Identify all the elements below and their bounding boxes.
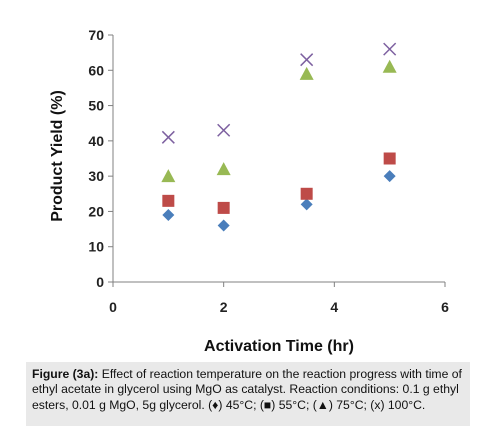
y-tick-label: 10 xyxy=(88,239,104,255)
caption-text: Effect of reaction temperature on the re… xyxy=(32,367,462,412)
scatter-chart: 0 10 20 30 40 50 60 70 0 2 4 6 Product Yield (%) Ac… xyxy=(49,27,449,355)
diamond-point xyxy=(300,198,313,211)
tick-labels: 0 10 20 30 40 50 60 70 0 2 4 6 xyxy=(88,27,449,315)
cross-point xyxy=(300,53,314,67)
cross-stroke xyxy=(300,53,314,67)
y-tick-label: 70 xyxy=(88,27,104,43)
diamond-point xyxy=(162,208,175,221)
triangle-point xyxy=(216,162,231,176)
y-tick-label: 50 xyxy=(88,98,104,114)
cross-stroke xyxy=(161,130,175,144)
x-tick-label: 0 xyxy=(109,299,117,315)
cross-point xyxy=(161,130,175,144)
triangle-point xyxy=(161,169,176,183)
y-tick-label: 0 xyxy=(96,274,104,290)
y-tick-label: 20 xyxy=(88,203,104,219)
axes xyxy=(108,34,446,287)
square-point xyxy=(383,152,396,165)
triangle-point xyxy=(299,66,314,80)
triangle-point xyxy=(382,59,397,73)
caption-label: Figure (3a): xyxy=(32,367,99,381)
square-point xyxy=(162,194,175,207)
diamond-point xyxy=(217,219,230,232)
cross-stroke xyxy=(217,123,231,137)
cross-stroke xyxy=(383,42,397,56)
x-tick-label: 4 xyxy=(330,299,338,315)
x-tick-label: 2 xyxy=(220,299,228,315)
square-point xyxy=(217,201,230,214)
x-axis-label: Activation Time (hr) xyxy=(204,338,354,355)
figure-caption: Figure (3a): Effect of reaction temperat… xyxy=(26,362,470,426)
diamond-point xyxy=(383,170,396,183)
square-point xyxy=(300,187,313,200)
cross-point xyxy=(383,42,397,56)
cross-point xyxy=(217,123,231,137)
y-axis-label: Product Yield (%) xyxy=(49,90,66,222)
y-tick-label: 60 xyxy=(88,62,104,78)
y-tick-label: 40 xyxy=(88,133,104,149)
data-points xyxy=(161,42,397,232)
y-tick-label: 30 xyxy=(88,168,104,184)
x-tick-label: 6 xyxy=(441,299,449,315)
